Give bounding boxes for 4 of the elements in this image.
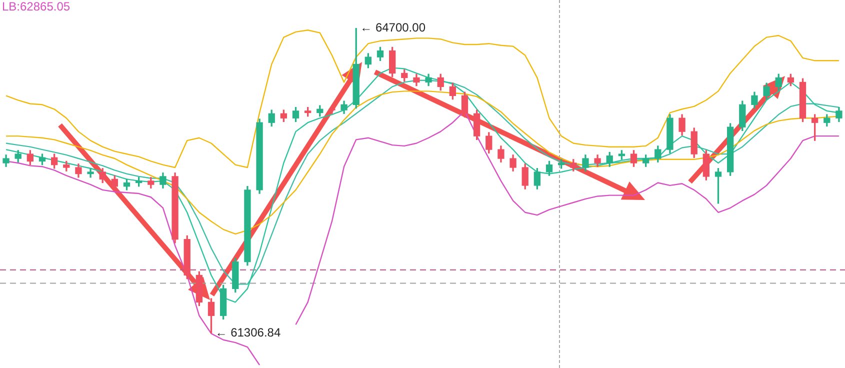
text: LB:62865.05 <box>2 0 70 14</box>
annotation: ← 64700.00 <box>360 20 426 35</box>
candlestick <box>328 105 336 114</box>
annotation: ← 61306.84 <box>215 325 281 340</box>
